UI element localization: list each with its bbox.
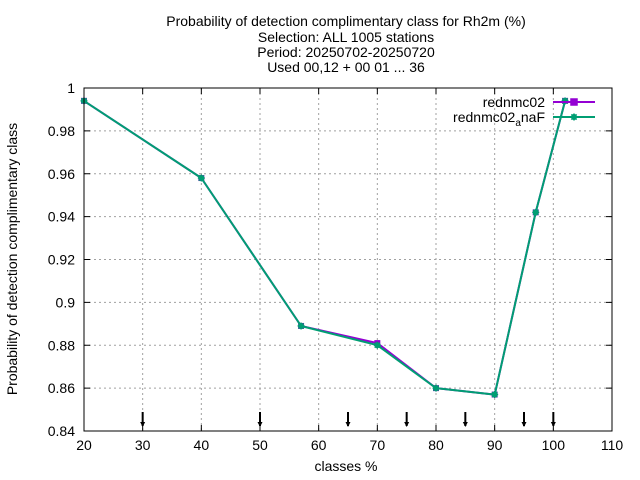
y-tick-label: 0.88 bbox=[48, 337, 75, 353]
x-axis-ticks: 20 30 40 50 60 70 80 90 100 110 bbox=[76, 88, 623, 453]
title-line-1: Probability of detection complimentary c… bbox=[166, 13, 525, 29]
arrow-head bbox=[404, 422, 410, 427]
data-point-star-1 bbox=[373, 341, 381, 349]
arrow-head bbox=[550, 422, 556, 427]
data-point-star-1 bbox=[197, 174, 205, 182]
y-tick-label: 0.96 bbox=[48, 166, 75, 182]
title-line-2: Selection: ALL 1005 stations bbox=[258, 29, 434, 45]
x-tick-label: 30 bbox=[135, 437, 151, 453]
data-point-star-1 bbox=[491, 391, 499, 399]
x-tick-label: 20 bbox=[76, 437, 92, 453]
series-layer bbox=[80, 97, 569, 399]
legend-label-rednmc02: rednmc02 bbox=[483, 94, 545, 110]
arrow-head bbox=[462, 422, 468, 427]
x-tick-label: 60 bbox=[311, 437, 327, 453]
arrow-head bbox=[521, 422, 527, 427]
x-tick-label: 90 bbox=[487, 437, 503, 453]
y-tick-label: 0.84 bbox=[48, 423, 75, 439]
x-tick-label: 50 bbox=[252, 437, 268, 453]
arrow-markers bbox=[140, 412, 556, 427]
legend-label-tail: naF bbox=[521, 109, 545, 125]
title-line-4: Used 00,12 + 00 01 ... 36 bbox=[267, 59, 425, 75]
x-tick-label: 40 bbox=[194, 437, 210, 453]
series-line-1 bbox=[83, 100, 567, 396]
legend-label-rednmc02anaf: rednmc02anaF bbox=[453, 109, 545, 129]
title-line-3: Period: 20250702-20250720 bbox=[257, 44, 435, 60]
x-tick-label: 70 bbox=[370, 437, 386, 453]
y-tick-label: 0.94 bbox=[48, 209, 75, 225]
data-point-star-1 bbox=[432, 384, 440, 392]
chart-title: Probability of detection complimentary c… bbox=[166, 13, 525, 75]
x-axis-label: classes % bbox=[314, 458, 377, 474]
x-tick-label: 110 bbox=[601, 437, 624, 453]
arrow-head bbox=[345, 422, 351, 427]
legend-label-subscript: a bbox=[515, 118, 521, 129]
y-tick-label: 1 bbox=[67, 80, 75, 96]
series-line-0 bbox=[83, 100, 567, 396]
legend: rednmc02 rednmc02anaF bbox=[453, 94, 595, 129]
y-axis-label: Probability of detection complimentary c… bbox=[4, 123, 20, 395]
data-point-star-1 bbox=[561, 97, 569, 105]
grid bbox=[84, 88, 612, 431]
y-tick-label: 0.86 bbox=[48, 380, 75, 396]
data-point-star-1 bbox=[297, 322, 305, 330]
legend-marker-dot bbox=[571, 114, 577, 120]
arrow-head bbox=[140, 422, 146, 427]
data-point-star-1 bbox=[532, 208, 540, 216]
y-tick-label: 0.9 bbox=[56, 294, 76, 310]
x-tick-label: 80 bbox=[428, 437, 444, 453]
x-tick-label: 100 bbox=[542, 437, 566, 453]
arrow-head bbox=[257, 422, 263, 427]
plot-frame bbox=[83, 87, 613, 432]
y-tick-label: 0.98 bbox=[48, 123, 75, 139]
legend-label-base: rednmc02 bbox=[453, 109, 515, 125]
legend-marker-rednmc02 bbox=[570, 98, 578, 106]
y-tick-label: 0.92 bbox=[48, 252, 75, 268]
y-axis-ticks: 0.84 0.86 0.88 0.9 0.92 0.94 0.96 0.98 1 bbox=[48, 80, 612, 439]
